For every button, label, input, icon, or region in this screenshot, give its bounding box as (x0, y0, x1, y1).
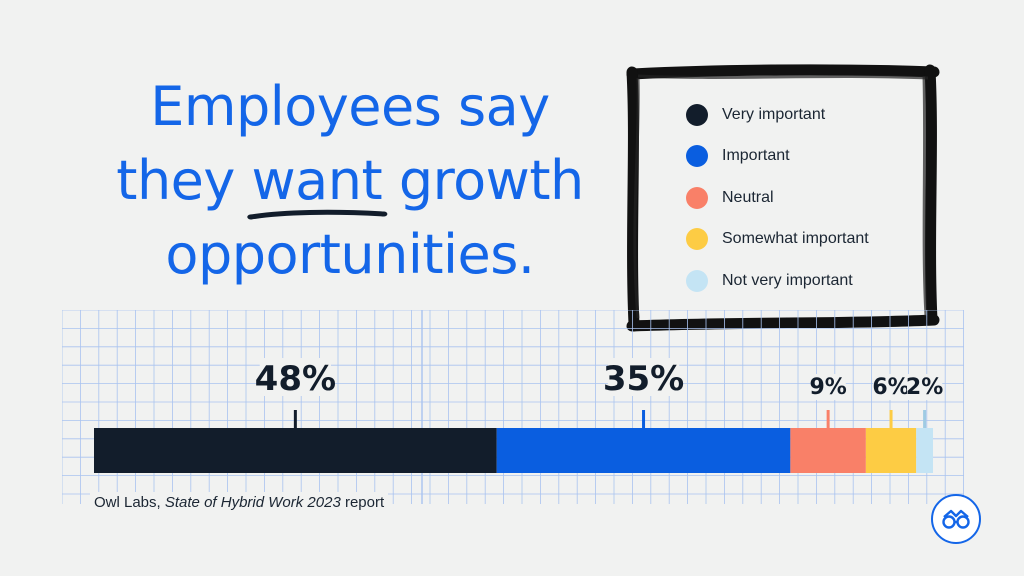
legend-item-neutral: Neutral (686, 177, 869, 219)
legend-swatch (686, 145, 708, 168)
bar-segment-very-important (94, 428, 497, 473)
headline-line-2-pre: they (116, 149, 252, 212)
headline-emphasis-word: want (246, 144, 387, 220)
headline-line-2-post: growth (382, 149, 584, 212)
headline-line-3: opportunities. (165, 223, 535, 286)
legend: Very important Important Neutral Somewha… (626, 64, 940, 332)
bar-segment-somewhat-important (865, 428, 917, 473)
legend-label: Neutral (722, 188, 774, 206)
headline: Employees say they want growth opportuni… (80, 70, 620, 292)
data-label-not-very-important: 2% (906, 375, 943, 400)
legend-item-not-very-important: Not very important (686, 260, 869, 302)
hand-drawn-underline (246, 209, 387, 220)
headline-line-2: they want growth (80, 144, 620, 220)
source-suffix: report (340, 494, 385, 511)
legend-swatch (686, 103, 708, 126)
source-citation: Owl Labs, State of Hybrid Work 2023 repo… (90, 492, 389, 513)
data-label-bg (607, 358, 680, 396)
legend-item-somewhat-important: Somewhat important (686, 219, 869, 261)
data-label-bg (906, 374, 943, 400)
stacked-bar-chart: 48% 35% 9% 6%2% (62, 310, 964, 504)
data-label-neutral: 9% (809, 375, 846, 400)
bar-segment-neutral (790, 428, 866, 473)
chart-area: 48% 35% 9% 6% 2% (62, 310, 964, 504)
data-label-bg (873, 374, 909, 400)
legend-list: Very important Important Neutral Somewha… (686, 94, 869, 302)
legend-swatch (686, 186, 708, 209)
data-label-very-important: 48% (255, 359, 336, 399)
data-label-bg (810, 374, 846, 400)
data-label-bg (259, 358, 331, 396)
bar-segment-not-very-important (916, 428, 933, 473)
owl-glasses-icon (942, 509, 970, 529)
headline-emphasis-text: want (251, 149, 383, 212)
data-label-somewhat-important: 6% (872, 375, 909, 400)
legend-item-important: Important (686, 136, 869, 178)
bar-segment-important (496, 428, 791, 473)
legend-swatch (686, 269, 708, 292)
headline-line-1: Employees say (150, 75, 550, 138)
legend-item-very-important: Very important (686, 94, 869, 136)
data-label-important: 35% (603, 359, 684, 399)
legend-swatch (686, 228, 708, 251)
legend-label: Not very important (722, 271, 853, 289)
legend-frame (626, 64, 940, 332)
legend-label: Somewhat important (722, 230, 869, 248)
legend-label: Very important (722, 105, 826, 123)
source-title: State of Hybrid Work 2023 (164, 494, 341, 511)
source-prefix: Owl Labs, (94, 494, 165, 511)
owl-labs-logo (931, 494, 981, 544)
legend-label: Important (722, 147, 790, 165)
